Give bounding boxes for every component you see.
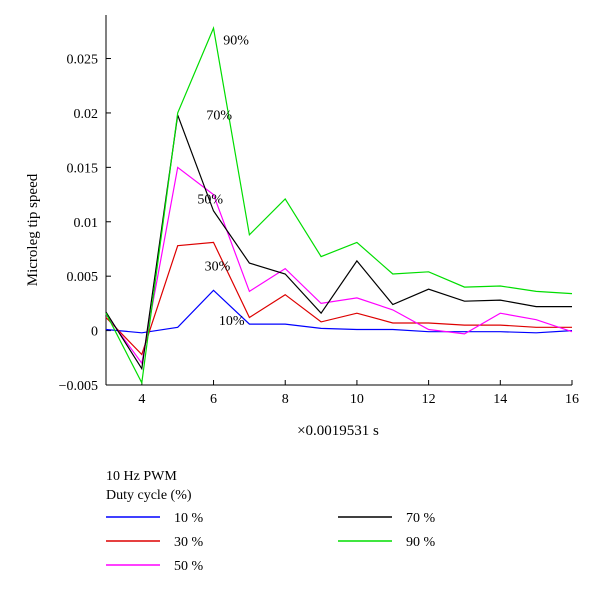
y-axis-label: Microleg tip speed (25, 173, 41, 286)
x-axis-label: ×0.0019531 s (297, 423, 379, 439)
plot-axes (105, 15, 572, 386)
y-tick-label: 0.015 (67, 161, 99, 176)
legend-label-30: 30 % (174, 535, 204, 550)
legend-label-70: 70 % (406, 511, 436, 526)
x-tick-label: 10 (350, 392, 364, 407)
y-tick-label: 0.025 (67, 53, 99, 68)
annotation-90: 90% (223, 33, 249, 48)
x-tick-label: 4 (138, 392, 145, 407)
series-line-70 (105, 114, 572, 371)
y-tick-label: 0.01 (74, 216, 99, 231)
legend-label-10: 10 % (174, 511, 204, 526)
series-line-90 (105, 25, 573, 385)
annotation-30: 30% (205, 260, 231, 275)
annotation-10: 10% (219, 314, 245, 329)
y-tick-label: 0 (91, 325, 98, 340)
legend-subtitle: Duty cycle (%) (106, 488, 192, 503)
x-tick-label: 16 (565, 392, 579, 407)
x-tick-label: 14 (493, 392, 507, 407)
y-tick-label: 0.02 (74, 107, 99, 122)
annotation-50: 50% (197, 192, 223, 207)
series-line-50 (105, 166, 573, 365)
series-annotations: 10% 30% 50% 70% 90% (197, 33, 249, 329)
legend-label-90: 90 % (406, 535, 436, 550)
legend: 10 Hz PWM Duty cycle (%) 10 % 30 % 50 % 70 … (106, 469, 436, 574)
axis-ticks: 4 6 8 10 12 14 16 −0.005 0 0.005 0.01 0.015 0.02 0.02… (59, 53, 579, 407)
series-line-30 (105, 241, 572, 356)
y-tick-label: 0.005 (67, 270, 99, 285)
annotation-70: 70% (206, 108, 232, 123)
x-tick-label: 12 (422, 392, 436, 407)
legend-title: 10 Hz PWM (106, 469, 177, 484)
x-tick-label: 6 (210, 392, 217, 407)
x-tick-label: 8 (282, 392, 289, 407)
series-line-10 (105, 289, 573, 334)
y-tick-label: −0.005 (59, 379, 98, 394)
series-lines (105, 25, 573, 385)
legend-label-50: 50 % (174, 559, 204, 574)
